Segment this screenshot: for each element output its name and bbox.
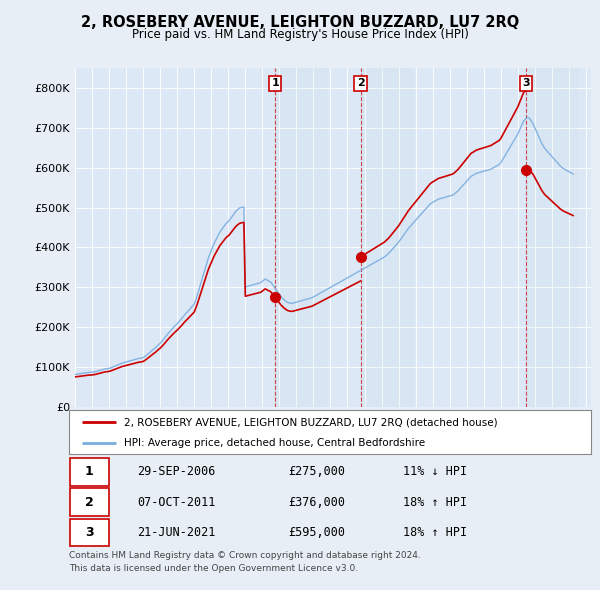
Text: This data is licensed under the Open Government Licence v3.0.: This data is licensed under the Open Gov… bbox=[69, 564, 358, 573]
Bar bbox=[526, 68, 577, 407]
Bar bbox=[361, 68, 412, 407]
Text: £376,000: £376,000 bbox=[288, 496, 345, 509]
Text: HPI: Average price, detached house, Central Bedfordshire: HPI: Average price, detached house, Cent… bbox=[124, 438, 425, 448]
Text: 18% ↑ HPI: 18% ↑ HPI bbox=[403, 526, 467, 539]
Text: 1: 1 bbox=[271, 78, 279, 88]
FancyBboxPatch shape bbox=[70, 489, 109, 516]
Text: 2: 2 bbox=[357, 78, 364, 88]
Text: 2: 2 bbox=[85, 496, 94, 509]
Text: 2, ROSEBERY AVENUE, LEIGHTON BUZZARD, LU7 2RQ (detached house): 2, ROSEBERY AVENUE, LEIGHTON BUZZARD, LU… bbox=[124, 418, 497, 427]
FancyBboxPatch shape bbox=[70, 519, 109, 546]
Text: 3: 3 bbox=[85, 526, 94, 539]
Text: £275,000: £275,000 bbox=[288, 466, 345, 478]
Text: 3: 3 bbox=[522, 78, 530, 88]
Text: 18% ↑ HPI: 18% ↑ HPI bbox=[403, 496, 467, 509]
Text: 2, ROSEBERY AVENUE, LEIGHTON BUZZARD, LU7 2RQ: 2, ROSEBERY AVENUE, LEIGHTON BUZZARD, LU… bbox=[81, 15, 519, 30]
Text: 11% ↓ HPI: 11% ↓ HPI bbox=[403, 466, 467, 478]
Text: Price paid vs. HM Land Registry's House Price Index (HPI): Price paid vs. HM Land Registry's House … bbox=[131, 28, 469, 41]
Bar bbox=[275, 68, 326, 407]
Text: 21-JUN-2021: 21-JUN-2021 bbox=[137, 526, 215, 539]
Text: 29-SEP-2006: 29-SEP-2006 bbox=[137, 466, 215, 478]
Text: 1: 1 bbox=[85, 466, 94, 478]
Text: Contains HM Land Registry data © Crown copyright and database right 2024.: Contains HM Land Registry data © Crown c… bbox=[69, 551, 421, 560]
Text: 07-OCT-2011: 07-OCT-2011 bbox=[137, 496, 215, 509]
FancyBboxPatch shape bbox=[70, 458, 109, 486]
Text: £595,000: £595,000 bbox=[288, 526, 345, 539]
